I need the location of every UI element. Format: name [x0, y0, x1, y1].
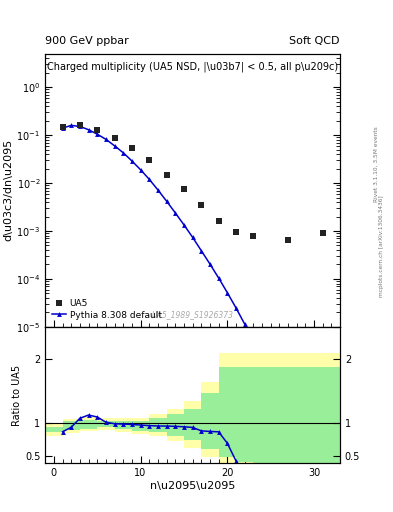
UA5	[95, 126, 99, 133]
Pythia 8.308 default	[121, 150, 126, 156]
UA5	[60, 124, 65, 130]
Line: Pythia 8.308 default: Pythia 8.308 default	[60, 123, 256, 345]
Pythia 8.308 default	[233, 305, 238, 311]
UA5	[216, 218, 221, 224]
Pythia 8.308 default	[147, 176, 152, 182]
UA5	[199, 202, 204, 208]
Pythia 8.308 default	[77, 123, 82, 130]
UA5	[147, 157, 152, 163]
Pythia 8.308 default	[251, 339, 255, 345]
Pythia 8.308 default	[60, 125, 65, 131]
UA5	[130, 144, 134, 151]
Pythia 8.308 default	[208, 261, 212, 267]
Pythia 8.308 default	[199, 247, 204, 253]
Pythia 8.308 default	[103, 136, 108, 142]
UA5	[320, 230, 325, 236]
Pythia 8.308 default	[173, 210, 178, 216]
Pythia 8.308 default	[112, 143, 117, 149]
Pythia 8.308 default	[182, 222, 186, 228]
Pythia 8.308 default	[242, 321, 247, 327]
Pythia 8.308 default	[164, 198, 169, 204]
Pythia 8.308 default	[69, 122, 73, 129]
Pythia 8.308 default	[130, 158, 134, 164]
UA5	[182, 186, 186, 192]
Text: Rivet 3.1.10, 3.5M events: Rivet 3.1.10, 3.5M events	[374, 126, 378, 202]
Text: 900 GeV ppbar: 900 GeV ppbar	[45, 36, 129, 46]
Text: Soft QCD: Soft QCD	[290, 36, 340, 46]
Pythia 8.308 default	[225, 289, 230, 295]
UA5	[164, 172, 169, 178]
Pythia 8.308 default	[216, 275, 221, 281]
Text: Charged multiplicity (UA5 NSD, |\u03b7| < 0.5, all p\u209c): Charged multiplicity (UA5 NSD, |\u03b7| …	[47, 62, 338, 73]
Legend: UA5, Pythia 8.308 default: UA5, Pythia 8.308 default	[50, 296, 164, 323]
UA5	[286, 237, 290, 243]
Text: mcplots.cern.ch [arXiv:1306.3436]: mcplots.cern.ch [arXiv:1306.3436]	[380, 195, 384, 296]
Pythia 8.308 default	[190, 234, 195, 240]
Line: UA5: UA5	[59, 122, 326, 243]
Pythia 8.308 default	[86, 126, 91, 133]
UA5	[77, 122, 82, 128]
Pythia 8.308 default	[156, 187, 160, 193]
X-axis label: n\u2095\u2095: n\u2095\u2095	[150, 481, 235, 491]
Y-axis label: Ratio to UA5: Ratio to UA5	[12, 365, 22, 425]
UA5	[233, 229, 238, 235]
UA5	[112, 135, 117, 141]
Text: UA5_1989_S1926373: UA5_1989_S1926373	[152, 310, 233, 318]
Pythia 8.308 default	[138, 166, 143, 173]
Y-axis label: d\u03c3/dn\u2095: d\u03c3/dn\u2095	[4, 139, 13, 242]
UA5	[251, 233, 255, 239]
Pythia 8.308 default	[95, 131, 99, 137]
